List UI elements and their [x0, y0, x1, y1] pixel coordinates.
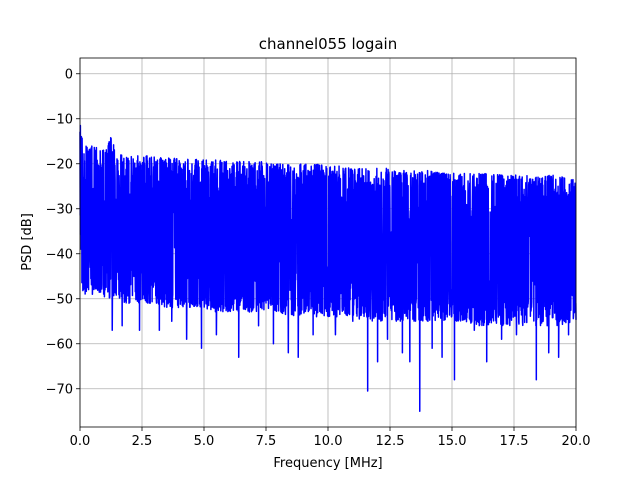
- x-tick-label: 2.5: [132, 434, 153, 449]
- x-axis-label: Frequency [MHz]: [273, 456, 382, 471]
- x-tick-label: 7.5: [256, 434, 277, 449]
- y-tick-label: −60: [46, 337, 73, 352]
- axis-ticks: 0.0 2.5 5.0 7.5 10.0 12.5 15.0 17.5 20.0 0 −10 −20 −…: [46, 67, 591, 449]
- chart-title: channel055 logain: [259, 35, 398, 53]
- y-tick-label: 0: [65, 67, 73, 82]
- x-tick-label: 15.0: [438, 434, 467, 449]
- psd-series-line: [79, 124, 577, 412]
- y-axis-label: PSD [dB]: [20, 213, 35, 271]
- y-tick-label: −50: [46, 292, 73, 307]
- x-tick-label: 12.5: [376, 434, 405, 449]
- y-tick-label: −40: [46, 247, 73, 262]
- x-tick-label: 17.5: [500, 434, 529, 449]
- y-tick-label: −30: [46, 202, 73, 217]
- plot-area: [79, 124, 577, 412]
- x-tick-label: 20.0: [562, 434, 591, 449]
- x-tick-label: 5.0: [194, 434, 215, 449]
- y-tick-label: −70: [46, 382, 73, 397]
- x-tick-label: 10.0: [314, 434, 343, 449]
- y-tick-label: −20: [46, 157, 73, 172]
- y-tick-label: −10: [46, 112, 73, 127]
- x-tick-label: 0.0: [70, 434, 91, 449]
